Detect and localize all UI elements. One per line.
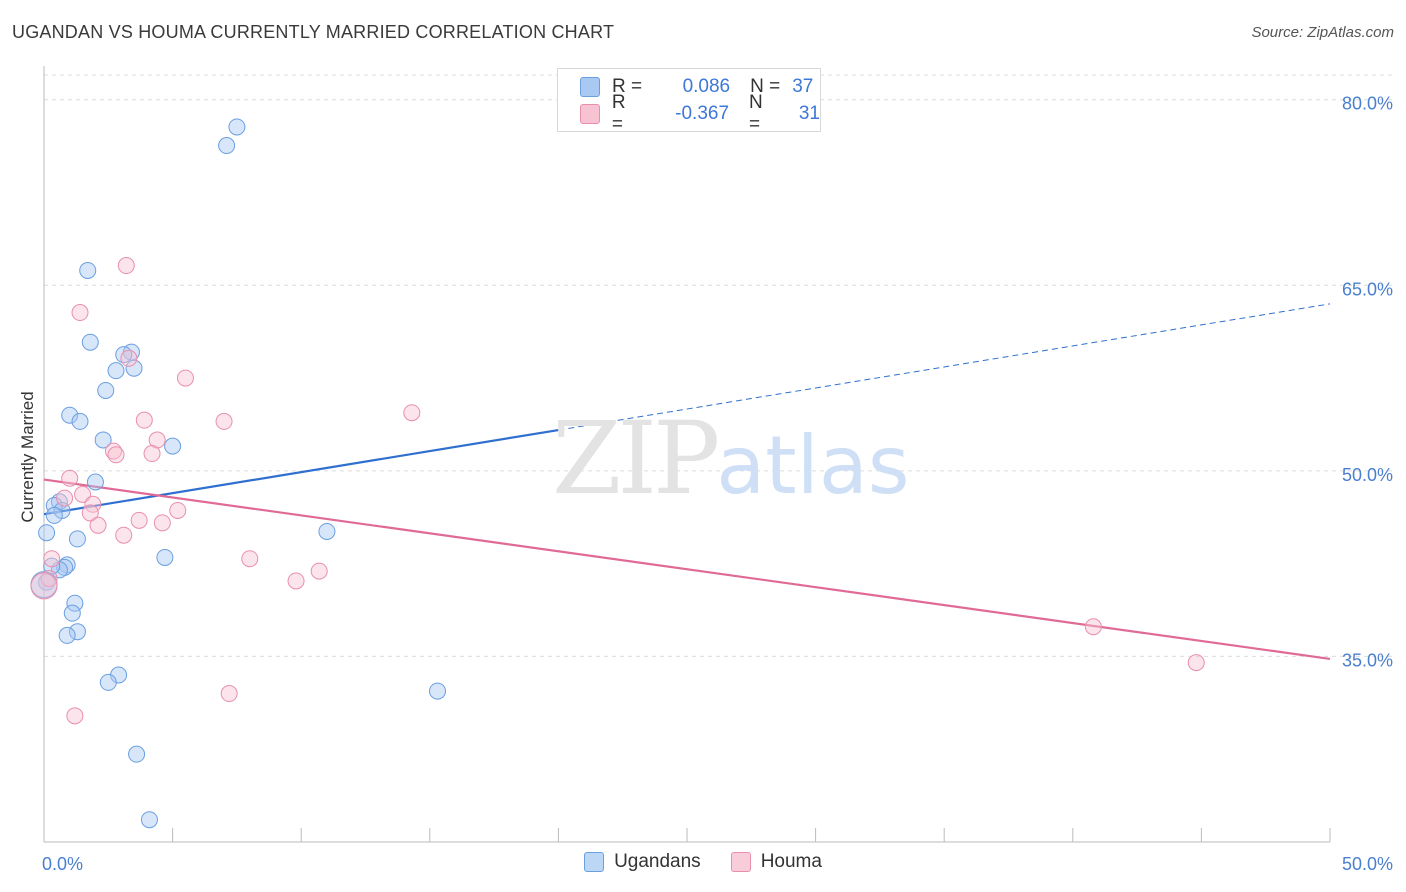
ugandans-point bbox=[99, 673, 117, 691]
ugandans-trend-line bbox=[43, 428, 559, 516]
legend-label-ugandans: Ugandans bbox=[614, 851, 701, 872]
houma-point bbox=[89, 516, 107, 534]
houma-point bbox=[30, 572, 58, 600]
houma-point bbox=[1187, 654, 1205, 672]
houma-point bbox=[56, 489, 74, 507]
ugandans-point bbox=[68, 530, 86, 548]
houma-point bbox=[215, 412, 233, 430]
ugandans-point bbox=[228, 118, 246, 136]
ugandans-point bbox=[164, 437, 182, 455]
houma-point bbox=[120, 349, 138, 367]
ugandans-point bbox=[79, 261, 97, 279]
ugandans-point bbox=[61, 406, 79, 424]
ugandans-point bbox=[97, 381, 115, 399]
ugandans-point bbox=[58, 626, 76, 644]
ugandans-point bbox=[81, 333, 99, 351]
correlation-legend: R = 0.086 N = 37 R = -0.367 N = 31 bbox=[557, 68, 821, 135]
legend-swatch-houma bbox=[730, 852, 751, 872]
ugandans-point bbox=[156, 548, 174, 566]
x-tick-label: 0.0% bbox=[42, 854, 83, 874]
houma-point bbox=[153, 514, 171, 532]
legend-n-value: 31 bbox=[798, 103, 820, 124]
legend-r-value: 0.086 bbox=[682, 76, 731, 97]
source-label: Source: ZipAtlas.com bbox=[1251, 24, 1394, 41]
y-tick-label: 80.0% bbox=[1342, 94, 1393, 114]
watermark: ZIPatlas bbox=[552, 400, 910, 517]
ugandans-point bbox=[107, 362, 125, 380]
houma-point bbox=[66, 707, 84, 725]
legend-n-value: 37 bbox=[792, 76, 814, 97]
legend-item-houma[interactable]: Houma bbox=[730, 851, 822, 873]
ugandans-point bbox=[45, 506, 63, 524]
legend-r-label: R = bbox=[612, 76, 643, 97]
houma-point bbox=[176, 369, 194, 387]
watermark-atlas: atlas bbox=[716, 419, 910, 512]
houma-point bbox=[40, 569, 58, 587]
houma-trend-line bbox=[43, 478, 1331, 660]
ugandans-point bbox=[218, 137, 236, 155]
houma-point bbox=[61, 469, 79, 487]
legend-swatch-houma bbox=[580, 104, 600, 124]
houma-point bbox=[43, 550, 61, 568]
trend-lines bbox=[43, 303, 1331, 660]
legend-r-label: R = bbox=[611, 92, 626, 135]
ugandans-point bbox=[128, 745, 146, 763]
ugandans-point bbox=[125, 359, 143, 377]
houma-point bbox=[310, 562, 328, 580]
gridlines bbox=[44, 74, 1392, 657]
legend-swatch-ugandans bbox=[580, 77, 600, 97]
ugandans-point bbox=[429, 682, 447, 700]
chart-title: UGANDAN VS HOUMA CURRENTLY MARRIED CORRE… bbox=[12, 22, 615, 42]
houma-point bbox=[130, 511, 148, 529]
ugandans-trend-extension bbox=[558, 303, 1331, 431]
y-tick-label: 65.0% bbox=[1342, 279, 1393, 299]
legend-n-label: N = bbox=[750, 76, 781, 97]
y-axis-label: Currently Married bbox=[18, 391, 37, 522]
legend-swatch-ugandans bbox=[584, 852, 605, 872]
ugandans-point bbox=[71, 412, 89, 430]
ugandans-point bbox=[86, 473, 104, 491]
ugandans-point bbox=[140, 811, 158, 829]
houma-point bbox=[241, 550, 259, 568]
houma-point bbox=[1084, 618, 1102, 636]
ugandans-point bbox=[66, 594, 84, 612]
ugandans-point bbox=[68, 623, 86, 641]
series-legend: Ugandans Houma bbox=[0, 851, 1406, 873]
y-tick-label: 35.0% bbox=[1342, 650, 1393, 670]
houma-point bbox=[169, 501, 187, 519]
legend-row-ugandans: R = 0.086 N = 37 bbox=[580, 74, 813, 100]
legend-label-houma: Houma bbox=[760, 851, 822, 872]
tick-labels: 80.0% 65.0% 50.0% 35.0% 0.0% 50.0% bbox=[42, 94, 1393, 874]
ugandans-point bbox=[38, 524, 56, 542]
houma-point bbox=[220, 685, 238, 703]
houma-point bbox=[81, 504, 99, 522]
legend-r-value: -0.367 bbox=[675, 103, 730, 124]
houma-point bbox=[135, 411, 153, 429]
houma-point bbox=[115, 526, 133, 544]
houma-point bbox=[403, 404, 421, 422]
houma-point bbox=[74, 485, 92, 503]
houma-point bbox=[287, 572, 305, 590]
houma-point bbox=[117, 257, 135, 275]
ugandans-point bbox=[318, 522, 336, 540]
houma-point bbox=[71, 304, 89, 322]
x-tick-label: 50.0% bbox=[1342, 854, 1393, 874]
legend-item-ugandans[interactable]: Ugandans bbox=[584, 851, 701, 873]
watermark-zip: ZIP bbox=[552, 400, 720, 517]
y-tick-label: 50.0% bbox=[1342, 465, 1393, 485]
axes bbox=[43, 66, 1331, 843]
houma-point bbox=[143, 445, 161, 463]
houma-point bbox=[107, 446, 125, 464]
ugandans-point bbox=[94, 431, 112, 449]
ugandans-point bbox=[63, 604, 81, 622]
legend-row-houma: R = -0.367 N = 31 bbox=[580, 92, 820, 135]
data-points bbox=[30, 118, 1205, 829]
legend-n-label: N = bbox=[749, 92, 763, 135]
